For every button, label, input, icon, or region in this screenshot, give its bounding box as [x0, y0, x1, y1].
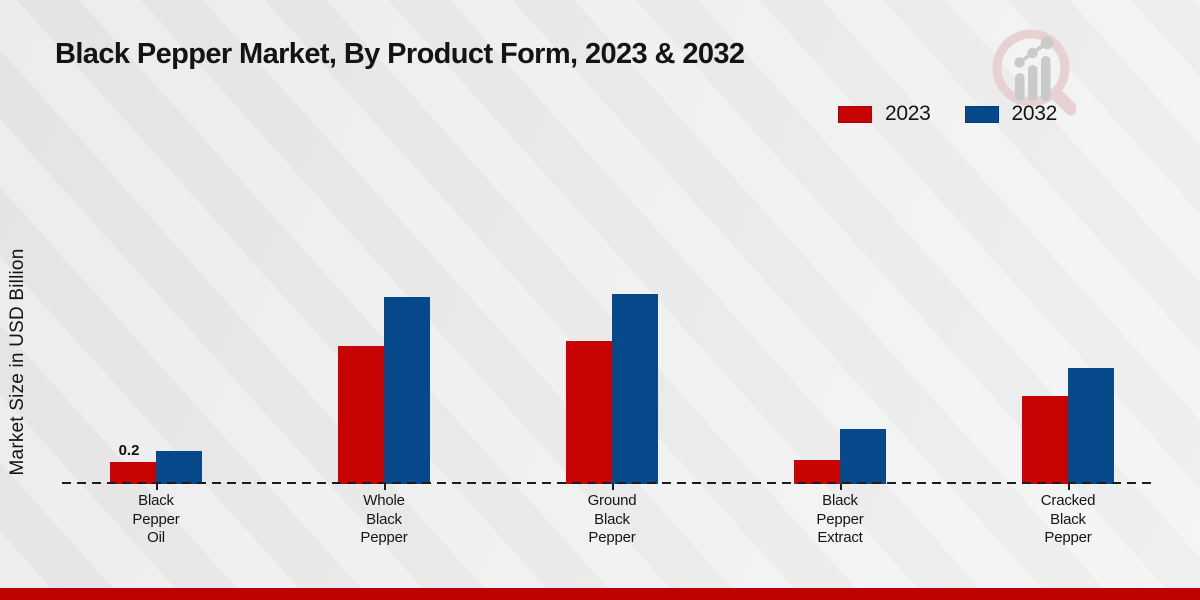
bar-2023-whole-black-pepper — [338, 346, 384, 484]
bar-value-label: 0.2 — [118, 442, 140, 459]
footer-bar — [0, 588, 1200, 600]
bar-2032-cracked-black-pepper — [1068, 368, 1114, 484]
legend-item-2032: 2032 — [964, 102, 1058, 126]
category-label-black-pepper-oil: Black Pepper Oil — [132, 492, 180, 546]
bar-2023-ground-black-pepper — [566, 341, 612, 484]
x-axis-tick — [612, 484, 614, 490]
bar-2032-black-pepper-extract — [840, 429, 886, 484]
category-label-whole-black-pepper: Whole Black Pepper — [360, 492, 408, 546]
legend: 2023 2032 — [838, 102, 1057, 126]
bar-2032-black-pepper-oil — [156, 451, 202, 484]
x-axis-tick — [384, 484, 386, 490]
legend-swatch-2023 — [838, 105, 872, 123]
bar-2032-ground-black-pepper — [612, 294, 658, 484]
bar-2023-black-pepper-extract — [794, 460, 840, 484]
chart-title: Black Pepper Market, By Product Form, 20… — [55, 38, 745, 70]
brand-logo-icon — [992, 29, 1076, 116]
bar-2032-whole-black-pepper — [384, 297, 430, 484]
bar-2023-black-pepper-oil — [110, 462, 156, 484]
x-axis-tick — [1068, 484, 1070, 490]
legend-swatch-2032 — [964, 105, 999, 123]
bar-2023-cracked-black-pepper — [1022, 396, 1068, 484]
legend-label-2032: 2032 — [1011, 102, 1058, 125]
legend-item-2023: 2023 — [838, 102, 931, 126]
x-axis-tick — [156, 484, 158, 490]
legend-label-2023: 2023 — [885, 102, 931, 125]
category-label-black-pepper-extract: Black Pepper Extract — [816, 492, 864, 546]
category-label-ground-black-pepper: Ground Black Pepper — [587, 492, 637, 546]
category-label-cracked-black-pepper: Cracked Black Pepper — [1040, 492, 1096, 546]
x-axis-baseline — [62, 482, 1157, 484]
x-axis-tick — [840, 484, 842, 490]
